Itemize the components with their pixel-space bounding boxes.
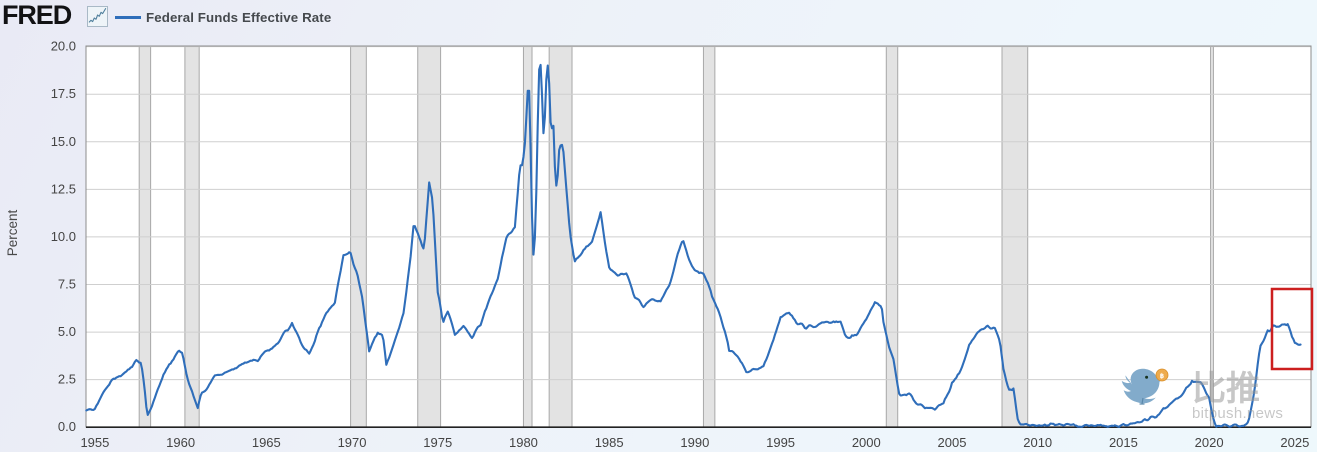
svg-text:1975: 1975	[423, 435, 452, 450]
svg-text:1955: 1955	[80, 435, 109, 450]
svg-text:17.5: 17.5	[51, 86, 76, 101]
svg-text:1960: 1960	[166, 435, 195, 450]
svg-text:1970: 1970	[338, 435, 367, 450]
svg-text:2025: 2025	[1280, 435, 1309, 450]
svg-text:Percent: Percent	[5, 209, 20, 256]
svg-text:1980: 1980	[509, 435, 538, 450]
svg-text:2005: 2005	[938, 435, 967, 450]
svg-text:2010: 2010	[1023, 435, 1052, 450]
svg-text:2020: 2020	[1195, 435, 1224, 450]
svg-text:1995: 1995	[766, 435, 795, 450]
svg-text:2000: 2000	[852, 435, 881, 450]
svg-text:7.5: 7.5	[58, 277, 76, 292]
svg-text:15.0: 15.0	[51, 134, 76, 149]
svg-text:10.0: 10.0	[51, 229, 76, 244]
svg-text:比推: 比推	[1192, 370, 1260, 408]
svg-text:2.5: 2.5	[58, 372, 76, 387]
svg-text:1990: 1990	[680, 435, 709, 450]
svg-text:0.0: 0.0	[58, 419, 76, 434]
svg-text:5.0: 5.0	[58, 324, 76, 339]
svg-text:1965: 1965	[252, 435, 281, 450]
svg-text:2015: 2015	[1109, 435, 1138, 450]
svg-text:bitpush.news: bitpush.news	[1192, 405, 1283, 422]
svg-text:20.0: 20.0	[51, 39, 76, 54]
svg-text:12.5: 12.5	[51, 181, 76, 196]
svg-text:1985: 1985	[595, 435, 624, 450]
